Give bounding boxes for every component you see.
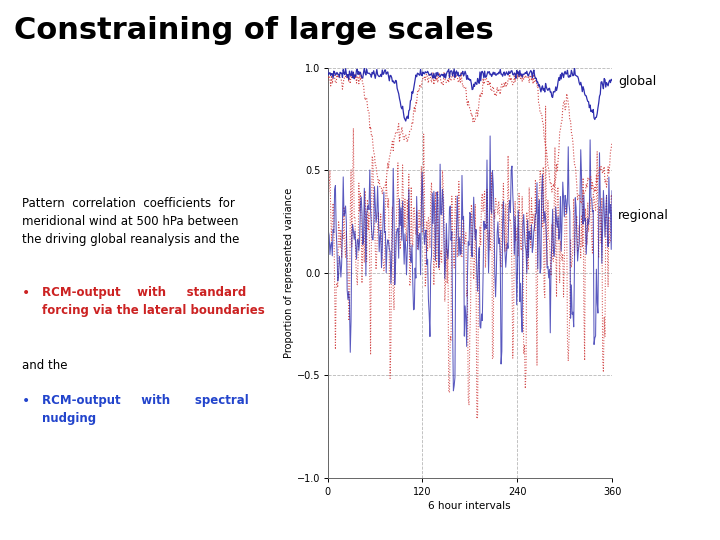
Text: global: global bbox=[618, 76, 656, 89]
Text: Constraining of large scales: Constraining of large scales bbox=[14, 16, 494, 45]
Text: RCM-output    with     standard
forcing via the lateral boundaries: RCM-output with standard forcing via the… bbox=[42, 286, 264, 317]
Text: and the: and the bbox=[22, 359, 67, 372]
Text: regional: regional bbox=[618, 209, 669, 222]
Y-axis label: Proportion of represented variance: Proportion of represented variance bbox=[284, 187, 294, 358]
X-axis label: 6 hour intervals: 6 hour intervals bbox=[428, 501, 511, 511]
Text: •: • bbox=[22, 286, 30, 300]
Text: RCM-output     with      spectral
nudging: RCM-output with spectral nudging bbox=[42, 394, 248, 425]
Text: Pattern  correlation  coefficients  for
meridional wind at 500 hPa between
the d: Pattern correlation coefficients for mer… bbox=[22, 197, 239, 246]
Text: •: • bbox=[22, 394, 30, 408]
